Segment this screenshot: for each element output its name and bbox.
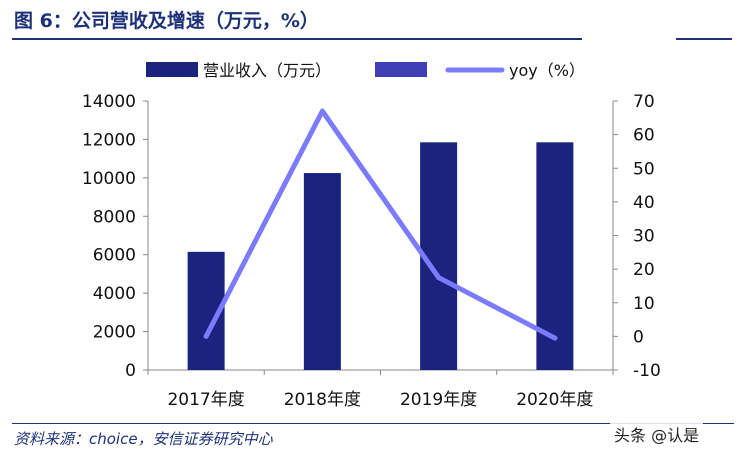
y-right-tick-label: 70 [633,92,655,112]
y-right-tick-label: 50 [633,159,655,179]
x-tick-label: 2019年度 [400,390,477,410]
y-right-tick-label: 60 [633,126,655,146]
y-right-tick-label: 30 [633,227,655,247]
x-tick-label: 2020年度 [516,390,593,410]
legend-label-yoy: yoy（%） [509,61,585,80]
figure-title: 图 6：公司营收及增速（万元，%） [14,10,319,32]
y-left-tick-label: 8000 [93,207,136,227]
y-left-tick-label: 10000 [82,169,136,189]
y-right-tick-label: 0 [633,327,644,347]
y-left-tick-label: 6000 [93,246,136,266]
bar [303,173,341,370]
y-right-tick-label: 20 [633,260,655,280]
yoy-point [319,108,325,114]
y-left-tick-label: 2000 [93,323,136,343]
legend-swatch-blank [375,62,427,77]
title-rule [12,38,582,40]
title-rule-right [676,38,732,40]
yoy-point [436,275,442,281]
x-tick-label: 2018年度 [284,390,361,410]
y-left-tick-label: 0 [125,361,136,381]
revenue-growth-chart: 0 2000 4000 6000 8000 10000 12000 14000 -10 0 10 20… [82,61,661,410]
watermark: 头条 @认是 [610,420,704,448]
y-left-tick-label: 4000 [93,284,136,304]
yoy-point [552,335,558,341]
source-rule [12,423,734,424]
y-left-tick-label: 14000 [82,92,136,112]
source-note: 资料来源：choice，安信证券研究中心 [14,430,273,448]
yoy-point [203,333,209,339]
y-left-tick-label: 12000 [82,130,136,150]
y-right-tick-label: -10 [633,361,661,381]
y-right-tick-label: 40 [633,193,655,213]
x-tick-label: 2017年度 [167,390,244,410]
legend-swatch-revenue [146,62,198,77]
legend-label-revenue: 营业收入（万元） [203,61,331,80]
y-right-tick-label: 10 [633,294,655,314]
yoy-line [203,108,558,341]
